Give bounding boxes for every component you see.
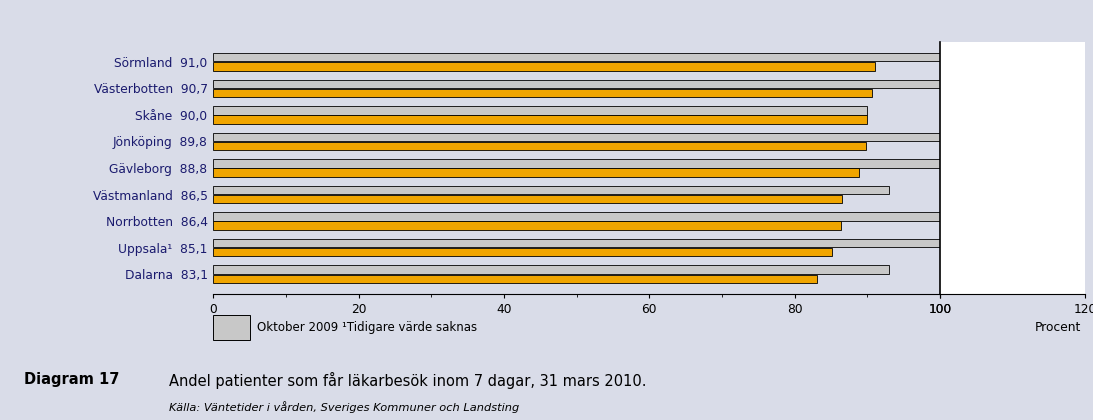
Bar	[213, 275, 818, 283]
Text: Andel patienter som får läkarbesök inom 7 dagar, 31 mars 2010.: Andel patienter som får läkarbesök inom …	[169, 372, 647, 389]
Bar	[213, 53, 940, 61]
Bar	[213, 315, 250, 340]
Bar	[213, 212, 940, 220]
Text: Oktober 2009 ¹Tidigare värde saknas: Oktober 2009 ¹Tidigare värde saknas	[257, 321, 477, 334]
Bar	[213, 133, 940, 141]
Bar	[213, 79, 940, 88]
Text: Källa: Väntetider i vården, Sveriges Kommuner och Landsting: Källa: Väntetider i vården, Sveriges Kom…	[169, 401, 519, 413]
Text: Diagram 17: Diagram 17	[24, 372, 119, 387]
Bar	[213, 265, 889, 274]
Bar	[213, 248, 832, 257]
Bar	[213, 239, 940, 247]
Bar	[213, 159, 940, 168]
Bar	[213, 89, 872, 97]
Bar	[213, 168, 859, 177]
Bar	[213, 62, 874, 71]
Bar	[213, 195, 842, 203]
Bar	[213, 142, 866, 150]
Bar	[213, 186, 889, 194]
Text: Procent: Procent	[1035, 321, 1081, 334]
Bar	[213, 116, 868, 124]
Bar	[213, 221, 842, 230]
Bar	[213, 106, 868, 115]
